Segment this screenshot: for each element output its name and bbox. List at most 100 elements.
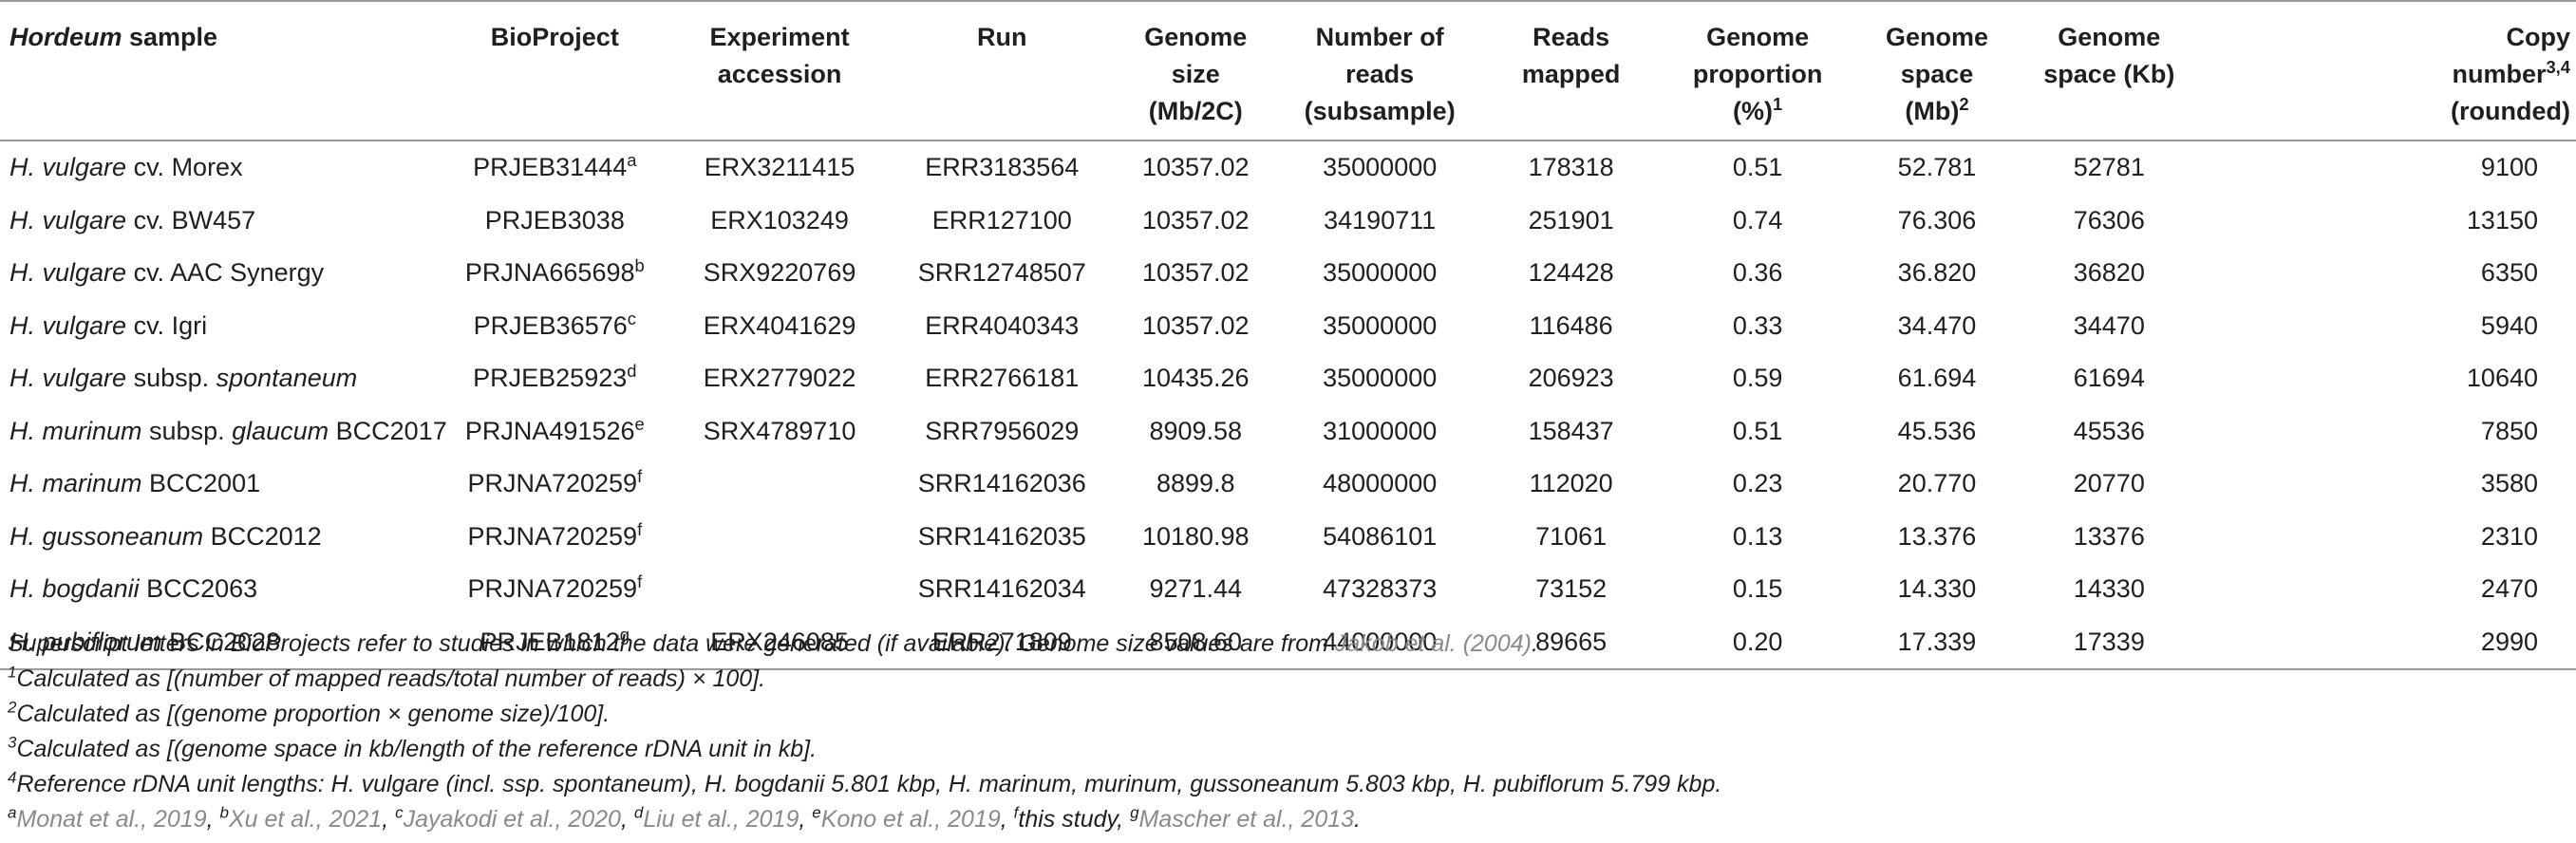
cell-genome-size: 10357.02 [1141,153,1250,182]
reference-marker: g [1130,803,1139,822]
header-number-of-reads: Number of reads (subsample) [1304,23,1456,125]
cell-experiment: SRX9220769 [703,258,856,288]
cell-experiment: ERX4041629 [703,310,856,340]
table-row: H. vulgare cv. BW457 PRJEB3038 ERX103249 ER… [0,195,2576,248]
table-header: Hordeum sample BioProject Experiment acc… [0,1,2576,140]
table-row: H. murinum subsp. glaucum BCC2017 PRJNA49… [0,405,2576,459]
cell-copy-number: 2990 [2480,627,2538,656]
footnote-3: 3Calculated as [(genome space in kb/leng… [8,733,818,762]
cell-bioproject: PRJNA720259f [467,518,643,551]
table-footnotes: Superscript letters in BioProjects refer… [8,627,2562,837]
reference-marker: d [633,803,644,822]
cell-proportion: 0.15 [1732,574,1783,604]
cell-run: SRR7956029 [925,416,1080,445]
cell-bioproject: PRJEB36576c [473,308,636,340]
cell-copy-number: 6350 [2480,258,2538,288]
table-row: H. vulgare cv. Morex PRJEB31444a ERX321141… [0,140,2576,195]
cell-run: SRR14162035 [917,521,1086,551]
cell-run: ERR127100 [931,205,1072,234]
footnote-1: 1Calculated as [(number of mapped reads/… [8,663,766,692]
cell-proportion: 0.51 [1732,416,1783,445]
header-genome-proportion: Genome proportion (%)1 [1692,23,1823,125]
footnote-references: aMonat et al., 2019, bXu et al., 2021, c… [8,802,2562,837]
cell-reads-mapped: 206923 [1528,364,1614,393]
table-row: H. vulgare cv. Igri PRJEB36576c ERX4041629… [0,300,2576,353]
cell-experiment: ERX103249 [710,205,849,234]
table-row: H. pubiflorum BCC2028 PRJEB1812g ERX246085… [0,616,2576,669]
cell-species: H. murinum subsp. glaucum BCC2017 [9,416,447,445]
cell-space-mb: 36.820 [1897,258,1977,288]
cell-experiment [665,563,894,616]
reference-link[interactable]: Xu et al., 2021 [228,806,383,833]
cell-bioproject: PRJNA665698b [464,255,645,288]
cell-space-kb: 20770 [2073,469,2145,498]
cell-run: ERR3183564 [925,153,1080,182]
cell-space-mb: 52.781 [1897,153,1977,182]
reference-link[interactable]: Monat et al., 2019 [16,806,207,833]
header-genome-size: Genome size (Mb/2C) [1144,23,1248,125]
cell-space-kb: 52781 [2073,153,2145,182]
reference-link[interactable]: Kono et al., 2019 [820,806,1001,833]
cell-species: H. vulgare cv. Igri [9,310,208,340]
table-row: H. marinum BCC2001 PRJNA720259f SRR1416203… [0,458,2576,511]
cell-proportion: 0.20 [1732,627,1783,656]
cell-space-mb: 14.330 [1897,574,1977,604]
header-genome-space-mb: Genome space (Mb)2 [1885,23,1988,125]
cell-copy-number: 2310 [2480,521,2538,551]
reference-link[interactable]: Jayakodi et al., 2020 [403,806,621,833]
cell-reads: 44000000 [1323,627,1438,656]
reference-separator: , [382,806,396,833]
cell-species: H. vulgare cv. AAC Synergy [9,258,325,288]
cell-space-kb: 13376 [2073,521,2145,551]
cell-space-kb: 34470 [2073,310,2145,340]
cell-experiment: SRX4789710 [703,416,856,445]
footnote-general: Superscript letters in BioProjects refer… [8,630,1538,657]
cell-bioproject: PRJNA491526e [464,413,645,445]
cell-bioproject: PRJNA720259f [467,466,643,498]
cell-space-kb: 14330 [2073,574,2145,604]
cell-experiment [665,511,894,564]
cell-space-mb: 13.376 [1897,521,1977,551]
reference-marker: e [812,803,821,822]
cell-proportion: 0.36 [1732,258,1783,288]
cell-run: SRR14162034 [917,574,1086,604]
cell-space-mb: 45.536 [1897,416,1977,445]
reference-link[interactable]: Mascher et al., 2013 [1138,806,1355,833]
header-bioproject: BioProject [490,23,619,51]
table-body: H. vulgare cv. Morex PRJEB31444a ERX321141… [0,140,2576,669]
cell-run: SRR12748507 [917,258,1086,288]
cell-genome-size: 10357.02 [1141,258,1250,288]
reference-marker: a [8,803,17,822]
cell-copy-number: 10640 [2466,364,2538,393]
header-genome-space-kb: Genome space (Kb) [2043,23,2175,88]
cell-reads: 54086101 [1323,521,1438,551]
table-row: H. vulgare cv. AAC Synergy PRJNA665698b SR… [0,247,2576,300]
cell-genome-size: 10435.26 [1141,364,1250,393]
cell-bioproject: PRJEB31444a [473,150,637,182]
cell-space-kb: 76306 [2073,205,2145,234]
cell-proportion: 0.23 [1732,469,1783,498]
cell-reads-mapped: 116486 [1529,310,1613,340]
cell-genome-size: 10180.98 [1141,521,1250,551]
citation-link[interactable]: Jakob et al. (2004) [1334,630,1532,657]
cell-species: H. gussoneanum BCC2012 [9,521,322,551]
cell-species: H. vulgare cv. Morex [9,153,243,182]
cell-bioproject: PRJEB25923d [473,361,637,393]
cell-run: SRR14162036 [917,469,1086,498]
cell-proportion: 0.13 [1732,521,1783,551]
table-row: H. bogdanii BCC2063 PRJNA720259f SRR141620… [0,563,2576,616]
cell-space-mb: 76.306 [1897,205,1977,234]
cell-run: ERR4040343 [925,310,1080,340]
reference-link[interactable]: Liu et al., 2019 [643,806,799,833]
cell-space-kb: 45536 [2073,416,2145,445]
cell-species: H. marinum BCC2001 [9,469,261,498]
header-experiment: Experiment accession [709,23,850,88]
header-sample: Hordeum sample [9,23,218,51]
cell-proportion: 0.74 [1732,205,1783,234]
cell-reads-mapped: 158437 [1528,416,1614,445]
footnote-2: 2Calculated as [(genome proportion × gen… [8,698,611,727]
cell-space-mb: 17.339 [1897,627,1977,656]
cell-proportion: 0.59 [1732,364,1783,393]
reference-separator: , [206,806,220,833]
